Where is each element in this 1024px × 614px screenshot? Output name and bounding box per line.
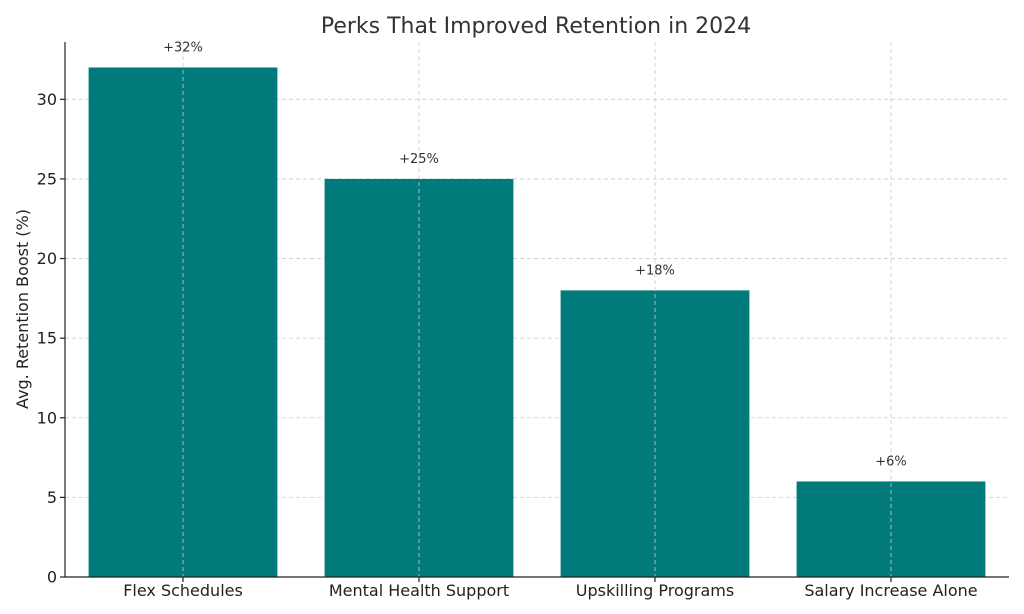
y-tick-label: 25 — [37, 169, 57, 188]
tick-labels: 0 5 10 15 20 25 30 Flex Schedules Mental Health … — [37, 90, 978, 600]
chart-title: Perks That Improved Retention in 2024 — [321, 14, 751, 39]
x-tick-label: Upskilling Programs — [576, 581, 734, 600]
y-tick-label: 10 — [37, 408, 57, 427]
axes — [60, 42, 1009, 582]
bar-data-label: +6% — [875, 454, 907, 469]
y-tick-label: 0 — [47, 568, 57, 587]
bars — [88, 67, 986, 578]
bar-data-label: +25% — [399, 152, 439, 167]
bar-data-label: +18% — [635, 263, 675, 278]
x-tick-label: Flex Schedules — [123, 581, 243, 600]
x-tick-label: Mental Health Support — [329, 581, 509, 600]
y-tick-label: 30 — [37, 90, 57, 109]
data-labels: +32% +25% +18% +6% — [163, 40, 907, 469]
bar-data-label: +32% — [163, 40, 203, 55]
y-axis-label: Avg. Retention Boost (%) — [13, 209, 32, 409]
vertical-grid — [182, 42, 892, 577]
x-tick-label: Salary Increase Alone — [804, 581, 977, 600]
y-tick-label: 20 — [37, 249, 57, 268]
y-tick-label: 15 — [37, 329, 57, 348]
y-tick-label: 5 — [47, 488, 57, 507]
